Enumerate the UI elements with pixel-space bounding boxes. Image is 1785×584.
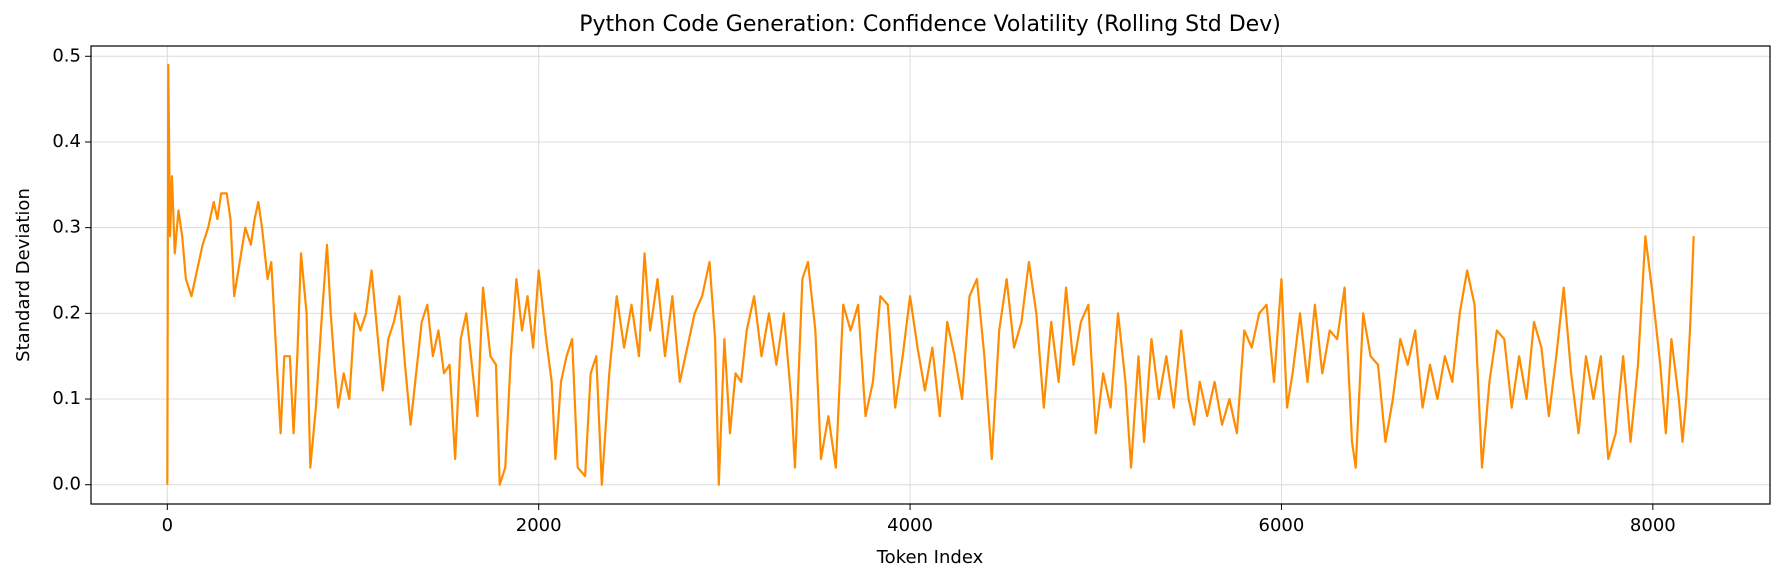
data-line	[166, 63, 1695, 486]
chart-title: Python Code Generation: Confidence Volat…	[579, 12, 1281, 37]
x-tick-label: 4000	[887, 515, 933, 536]
y-tick-label: 0.1	[52, 388, 81, 409]
y-tick-label: 0.2	[52, 302, 81, 323]
y-tick-label: 0.3	[52, 217, 81, 238]
y-tick-label: 0.5	[52, 45, 81, 66]
x-tick-label: 8000	[1630, 515, 1676, 536]
y-tick-label: 0.4	[52, 131, 81, 152]
y-tick-label: 0.0	[52, 474, 81, 495]
x-axis-label: Token Index	[876, 547, 984, 568]
x-tick-label: 2000	[516, 515, 562, 536]
plot-frame	[90, 45, 1771, 505]
x-tick-label: 0	[162, 515, 173, 536]
y-axis-label: Standard Deviation	[13, 188, 34, 362]
x-tick-label: 6000	[1259, 515, 1305, 536]
